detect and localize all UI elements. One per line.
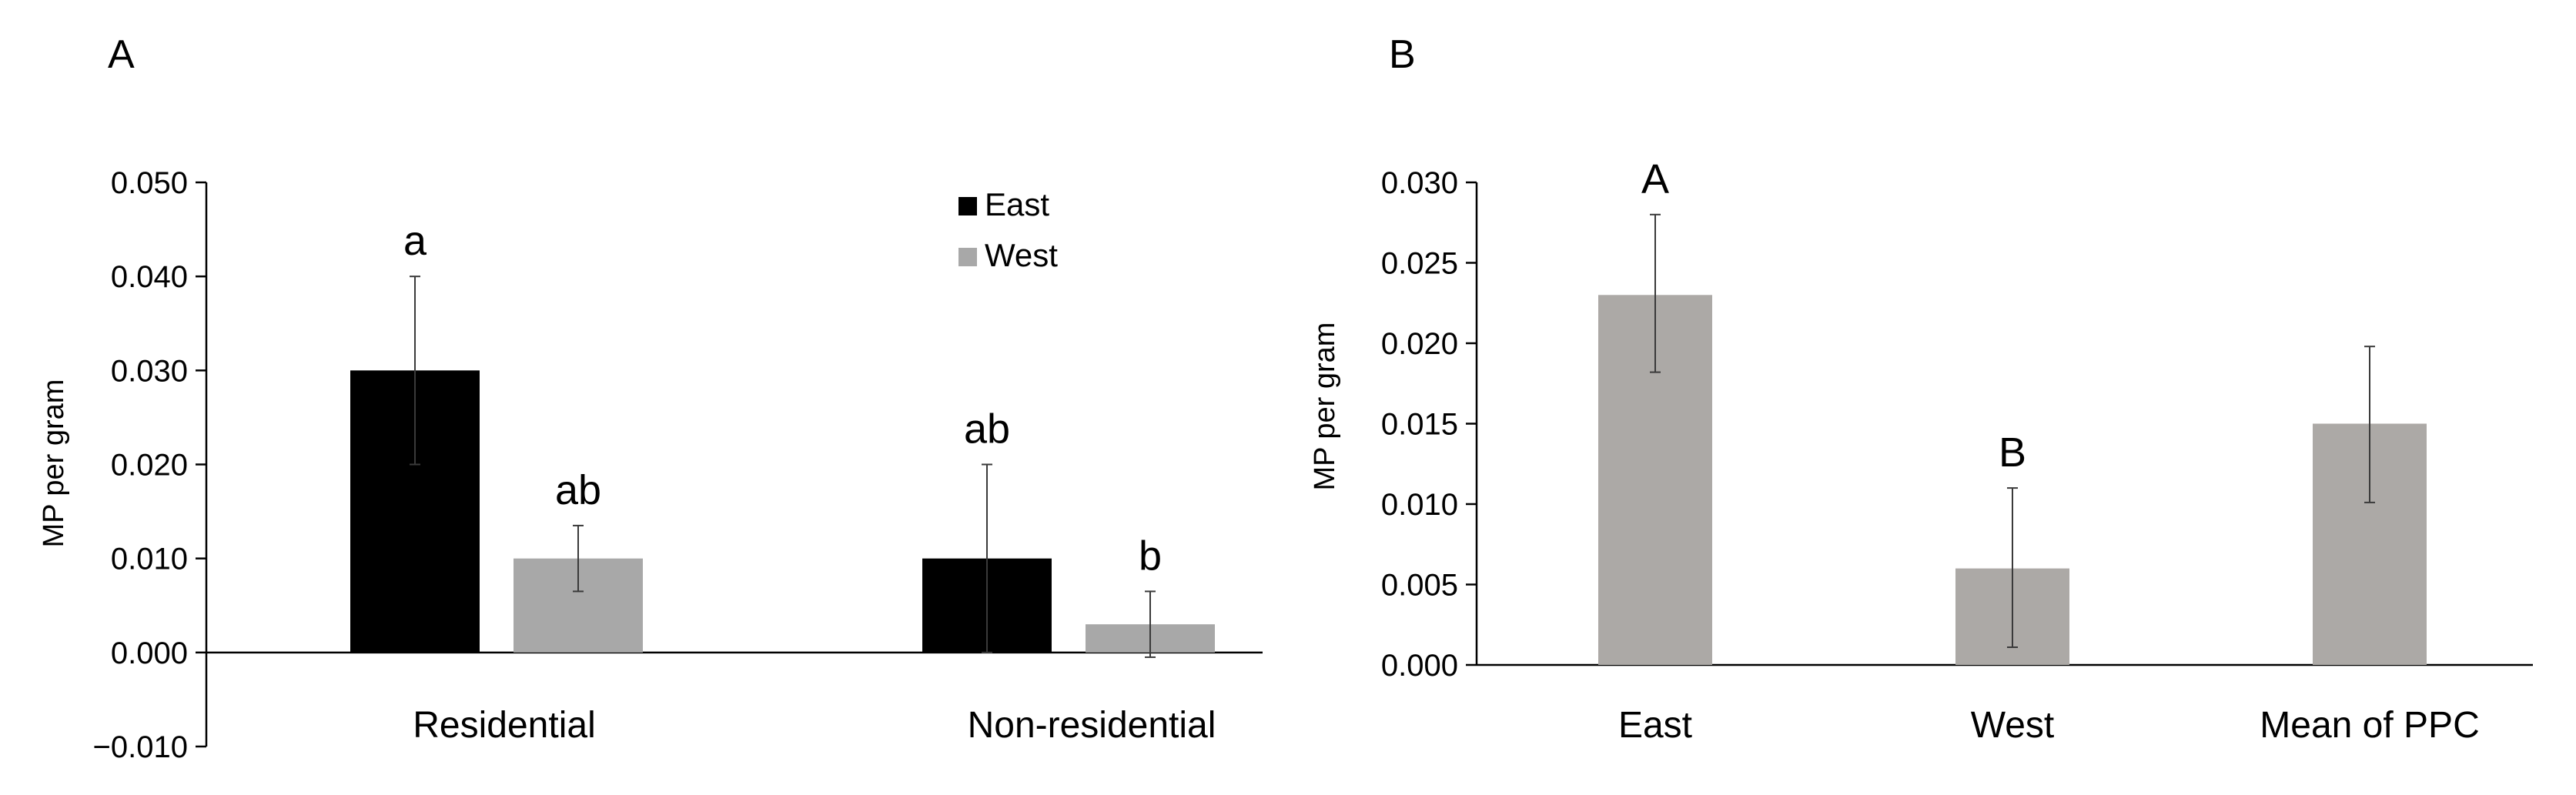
panel-a-significance-label: a bbox=[403, 218, 427, 264]
panel-b-plot-area: 0.000 0.005 0.010 0.015 0.020 0.025 0.030 A East… bbox=[1381, 156, 2533, 746]
panel-a-category-label: Non-residential bbox=[968, 705, 1216, 746]
panel-b-y-tick-label: 0.015 bbox=[1381, 408, 1458, 442]
panel-b: B MP per gram 0.0000.0050.0100.0150.0200… bbox=[1309, 32, 2533, 746]
panel-a: A MP per gram −0.010 0.000 0.010 0.020 0.030… bbox=[38, 32, 1263, 764]
panel-b-y-tick-label: 0.000 bbox=[1381, 649, 1458, 683]
panel-b-significance-label: B bbox=[1999, 429, 2026, 476]
panel-a-y-tick-label: 0.010 bbox=[111, 543, 188, 576]
panel-a-plot-area: −0.010 0.000 0.010 0.020 0.030 0.040 0.050 Resi… bbox=[93, 166, 1263, 764]
panel-b-significance-label: A bbox=[1641, 156, 1669, 202]
panel-a-letter: A bbox=[108, 32, 135, 77]
panel-b-y-tick-label: 0.010 bbox=[1381, 488, 1458, 522]
panel-a-y-tick-label: 0.020 bbox=[111, 449, 188, 483]
panel-a-category-label: Residential bbox=[413, 705, 595, 746]
panel-a-significance-label: ab bbox=[964, 406, 1010, 453]
panel-b-letter: B bbox=[1389, 32, 1416, 77]
panel-b-y-tick-label: 0.030 bbox=[1381, 166, 1458, 200]
panel-a-y-tick-label: 0.050 bbox=[111, 166, 188, 200]
panel-a-y-tick-label: 0.040 bbox=[111, 260, 188, 294]
panel-a-legend-swatch-east bbox=[958, 197, 977, 215]
panel-a-y-tick-label: −0.010 bbox=[93, 730, 188, 764]
panel-a-legend-label: West bbox=[985, 237, 1058, 273]
panel-a-legend-swatch-west bbox=[958, 248, 977, 266]
panel-b-category-label: Mean of PPC bbox=[2260, 705, 2479, 746]
panel-a-significance-label: b bbox=[1139, 533, 1162, 579]
panel-b-y-tick-label: 0.025 bbox=[1381, 247, 1458, 281]
panel-b-y-tick-label: 0.020 bbox=[1381, 327, 1458, 361]
panel-b-y-axis-title: MP per gram bbox=[1309, 322, 1341, 491]
panel-a-y-tick-label: 0.000 bbox=[111, 636, 188, 670]
panel-b-category-label: East bbox=[1618, 705, 1692, 746]
panel-b-y-tick-label: 0.005 bbox=[1381, 569, 1458, 603]
panel-a-y-axis-title: MP per gram bbox=[38, 379, 70, 548]
panel-b-category-label: West bbox=[1971, 705, 2054, 746]
panel-a-legend-label: East bbox=[985, 186, 1049, 222]
panel-a-y-tick-label: 0.030 bbox=[111, 354, 188, 388]
panel-a-significance-label: ab bbox=[555, 467, 601, 513]
